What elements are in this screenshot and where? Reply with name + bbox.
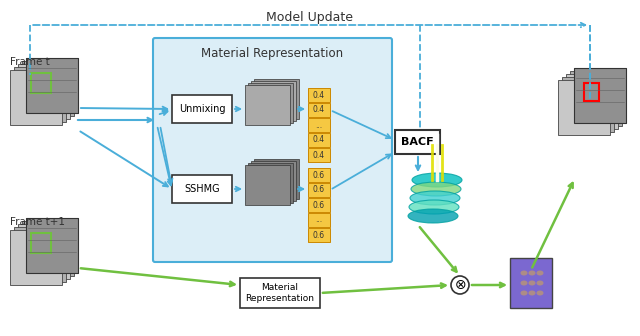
Bar: [584, 83, 599, 101]
Bar: [558, 80, 610, 135]
Bar: [240, 278, 320, 308]
Ellipse shape: [536, 281, 543, 286]
Text: Material Representation: Material Representation: [202, 47, 344, 60]
Bar: [566, 74, 618, 129]
Ellipse shape: [410, 191, 460, 205]
Bar: [172, 175, 232, 203]
Bar: [308, 118, 330, 132]
Text: ...: ...: [316, 121, 323, 129]
Bar: [248, 83, 293, 123]
Bar: [31, 73, 51, 93]
Text: Frame t+1: Frame t+1: [10, 217, 65, 227]
Text: $\otimes$: $\otimes$: [454, 278, 466, 292]
Bar: [14, 227, 66, 282]
Ellipse shape: [411, 182, 461, 196]
Ellipse shape: [412, 173, 462, 187]
Bar: [308, 198, 330, 212]
Text: Model Update: Model Update: [266, 11, 353, 25]
Bar: [10, 70, 62, 125]
Bar: [22, 221, 74, 276]
Ellipse shape: [408, 209, 458, 223]
Bar: [251, 161, 296, 201]
Bar: [308, 103, 330, 117]
Bar: [245, 85, 290, 125]
Ellipse shape: [529, 291, 536, 295]
Text: Material
Representation: Material Representation: [246, 283, 314, 303]
Bar: [574, 68, 626, 123]
Text: 0.4: 0.4: [313, 106, 325, 115]
Text: Frame t: Frame t: [10, 57, 50, 67]
Bar: [570, 71, 622, 126]
Circle shape: [451, 276, 469, 294]
Bar: [245, 165, 290, 205]
Ellipse shape: [529, 281, 536, 286]
Bar: [308, 148, 330, 162]
Ellipse shape: [520, 281, 527, 286]
Text: 0.4: 0.4: [313, 151, 325, 160]
Bar: [395, 130, 440, 154]
Text: ...: ...: [316, 215, 323, 224]
Bar: [26, 58, 78, 113]
Bar: [18, 64, 70, 119]
Ellipse shape: [520, 270, 527, 276]
Bar: [308, 133, 330, 147]
Text: SSHMG: SSHMG: [184, 184, 220, 194]
Bar: [251, 81, 296, 121]
Ellipse shape: [529, 270, 536, 276]
FancyBboxPatch shape: [153, 38, 392, 262]
Bar: [18, 224, 70, 279]
Bar: [308, 183, 330, 197]
Text: 0.6: 0.6: [313, 230, 325, 240]
Bar: [308, 228, 330, 242]
Text: 0.6: 0.6: [313, 201, 325, 210]
Text: 0.4: 0.4: [313, 135, 325, 144]
Bar: [31, 233, 51, 253]
Bar: [26, 58, 78, 113]
Text: BACF: BACF: [401, 137, 434, 147]
Bar: [574, 68, 626, 123]
Text: Unmixing: Unmixing: [179, 104, 225, 114]
Text: 0.6: 0.6: [313, 185, 325, 195]
Text: 0.6: 0.6: [313, 170, 325, 179]
Bar: [562, 77, 614, 132]
Bar: [308, 88, 330, 102]
Bar: [308, 168, 330, 182]
Bar: [26, 218, 78, 273]
Bar: [26, 218, 78, 273]
Bar: [254, 79, 299, 119]
Bar: [254, 159, 299, 199]
Bar: [308, 213, 330, 227]
Text: 0.4: 0.4: [313, 90, 325, 99]
Bar: [22, 61, 74, 116]
Bar: [510, 258, 552, 308]
Bar: [172, 95, 232, 123]
Bar: [14, 67, 66, 122]
Ellipse shape: [409, 200, 459, 214]
Bar: [10, 230, 62, 285]
Ellipse shape: [536, 270, 543, 276]
Ellipse shape: [536, 291, 543, 295]
Ellipse shape: [520, 291, 527, 295]
Bar: [248, 163, 293, 203]
